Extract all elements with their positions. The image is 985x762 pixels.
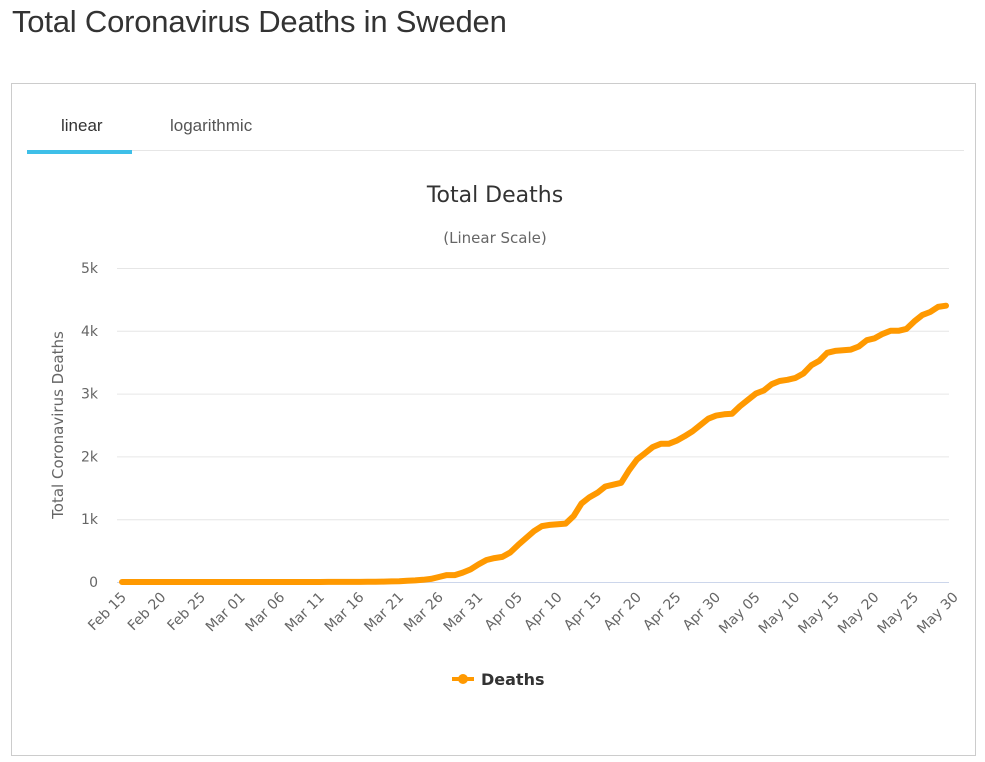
y-tick-labels: 0 1k 2k 3k 4k 5k [81,261,99,591]
chart-subtitle: (Linear Scale) [443,229,546,247]
chart-card: linear logarithmic [11,83,976,756]
series-group [119,302,949,585]
x-tick-label: May 10 [756,590,804,638]
x-tick-label: Apr 10 [521,590,565,634]
y-tick-label: 4k [81,324,99,340]
x-tick-label: Feb 15 [85,590,130,635]
y-tick-label: 5k [81,261,99,277]
chart-title: Total Deaths [426,183,563,208]
x-tick-label: Mar 01 [203,590,249,636]
x-tick-label: Mar 11 [282,590,328,636]
x-tick-label: Apr 25 [640,590,684,634]
scale-tabs: linear logarithmic [27,84,964,154]
x-tick-label: May 20 [835,590,883,638]
x-tick-label: Feb 25 [164,590,209,635]
x-tick-label: May 15 [795,590,843,638]
x-tick-label: Feb 20 [125,590,170,635]
active-tab-indicator [27,150,132,154]
y-tick-label: 1k [81,512,99,528]
x-tick-label: Mar 06 [243,589,289,635]
x-tick-label: May 25 [875,590,923,638]
y-tick-label: 2k [81,449,99,465]
x-tick-label: May 05 [716,590,764,638]
x-tick-label: Mar 26 [401,589,447,635]
y-tick-label: 0 [89,575,98,591]
x-tick-label: Apr 20 [601,590,645,634]
y-axis-label: Total Coronavirus Deaths [49,331,67,520]
x-tick-label: Apr 05 [482,590,526,634]
tab-linear[interactable]: linear [61,116,103,135]
series-line-deaths[interactable] [119,302,949,585]
page-title: Total Coronavirus Deaths in Sweden [12,4,507,39]
x-tick-label: Mar 16 [322,589,368,635]
y-tick-label: 3k [81,387,99,403]
x-tick-label: May 30 [914,590,962,638]
x-tick-label: Apr 15 [561,590,605,634]
legend-marker-deaths [458,674,468,684]
legend-label-deaths[interactable]: Deaths [481,670,545,689]
x-tick-label: Mar 21 [361,590,407,636]
legend[interactable]: Deaths [452,670,545,689]
tab-logarithmic[interactable]: logarithmic [170,116,253,135]
x-tick-label: Mar 31 [441,590,487,636]
y-gridlines [117,268,949,521]
